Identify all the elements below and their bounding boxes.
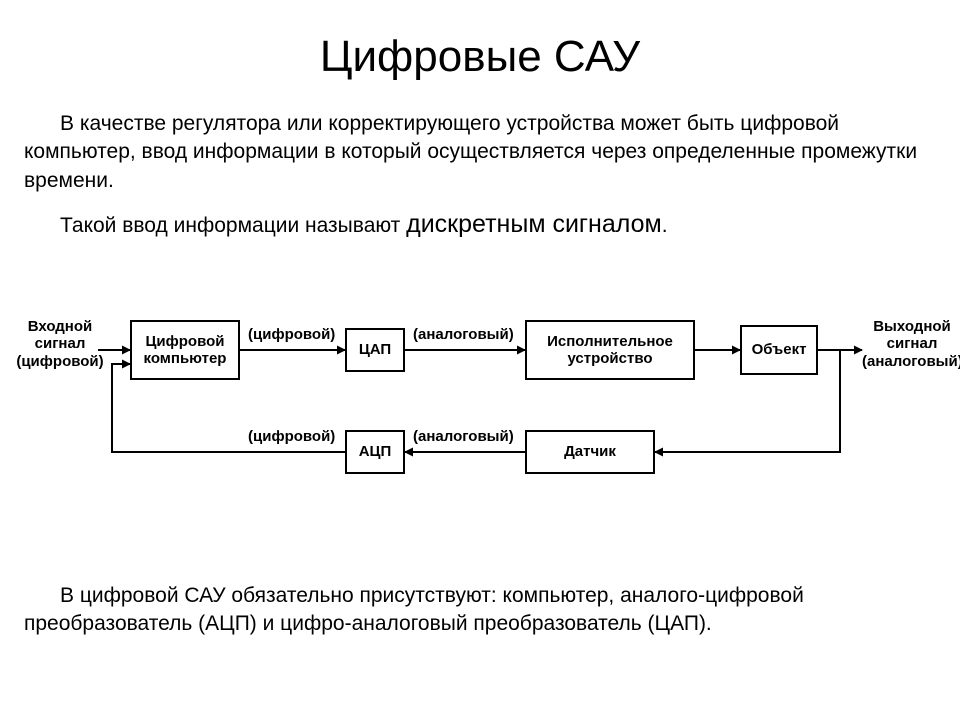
edge-label-e6: (цифровой) xyxy=(248,428,335,445)
paragraph-2-emph: дискретным сигналом xyxy=(406,210,662,238)
paragraph-2a: Такой ввод информации называют xyxy=(60,214,406,237)
paragraph-2: Такой ввод информации называют дискретны… xyxy=(24,208,936,242)
block-dac: ЦАП xyxy=(345,328,405,372)
paragraph-1-text: В качестве регулятора или корректирующег… xyxy=(24,112,917,192)
block-adc: АЦП xyxy=(345,430,405,474)
paragraph-3-text: В цифровой САУ обязательно присутствуют:… xyxy=(24,584,804,635)
block-diagram: Цифровой компьютер ЦАП Исполнительное устр… xyxy=(0,290,960,520)
paragraph-3: В цифровой САУ обязательно присутствуют:… xyxy=(24,582,936,639)
paragraph-1: В качестве регулятора или корректирующег… xyxy=(24,110,936,195)
io-label-in: Входной сигнал (цифровой) xyxy=(10,318,110,370)
page-title: Цифровые САУ xyxy=(0,32,960,82)
block-sens: Датчик xyxy=(525,430,655,474)
paragraph-2c: . xyxy=(662,214,668,237)
edge-label-e5: (аналоговый) xyxy=(413,428,514,445)
block-comp: Цифровой компьютер xyxy=(130,320,240,380)
edge-label-e2: (аналоговый) xyxy=(413,326,514,343)
block-exec: Исполнительное устройство xyxy=(525,320,695,380)
block-obj: Объект xyxy=(740,325,818,375)
io-label-out: Выходной сигнал (аналоговый) xyxy=(862,318,960,370)
edge-label-e1: (цифровой) xyxy=(248,326,335,343)
